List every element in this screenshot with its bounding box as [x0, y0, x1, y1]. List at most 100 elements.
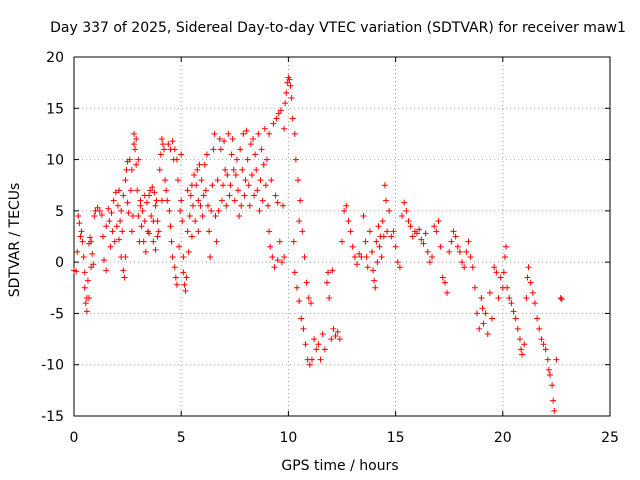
data-point [211, 130, 218, 137]
data-point [154, 233, 161, 240]
plot-frame [73, 56, 611, 417]
data-point [118, 207, 125, 214]
data-point [75, 212, 82, 219]
data-point [345, 218, 352, 225]
data-point [180, 269, 187, 276]
data-point [248, 171, 255, 178]
data-point [110, 197, 117, 204]
data-point [326, 295, 333, 302]
data-point [179, 218, 186, 225]
data-point [519, 351, 526, 358]
data-point [429, 254, 436, 261]
data-point [317, 356, 324, 363]
data-point [106, 218, 113, 225]
data-point [210, 146, 217, 153]
data-point [137, 197, 144, 204]
data-point [129, 212, 136, 219]
data-point [149, 184, 156, 191]
data-point [232, 171, 239, 178]
data-point [341, 207, 348, 214]
data-point [446, 248, 453, 255]
data-point [198, 177, 205, 184]
data-point [484, 330, 491, 337]
data-point [209, 182, 216, 189]
data-point [518, 346, 525, 353]
data-point [374, 259, 381, 266]
data-point [171, 264, 178, 271]
data-point [167, 223, 174, 230]
data-point [79, 238, 86, 245]
data-point [94, 204, 101, 211]
data-point [296, 218, 303, 225]
data-point [133, 136, 140, 143]
data-point [328, 336, 335, 343]
data-point [109, 228, 116, 235]
data-point [439, 274, 446, 281]
data-point [516, 336, 523, 343]
data-point [161, 146, 168, 153]
data-point [369, 248, 376, 255]
data-point [108, 209, 115, 216]
data-point [431, 223, 438, 230]
data-point [181, 281, 188, 288]
data-point [542, 346, 549, 353]
data-point [506, 295, 513, 302]
data-point [116, 187, 123, 194]
data-point [407, 223, 414, 230]
data-point [339, 238, 345, 245]
data-point [128, 166, 135, 173]
data-point [414, 230, 421, 237]
data-point [512, 315, 519, 322]
data-point [158, 197, 165, 204]
data-point [313, 346, 320, 353]
data-point [74, 248, 81, 255]
data-point [482, 310, 489, 317]
data-point [228, 151, 235, 158]
data-point [214, 177, 221, 184]
data-point [229, 136, 236, 143]
data-point [243, 127, 250, 134]
data-point [276, 238, 283, 245]
data-point [151, 189, 158, 196]
data-point [323, 279, 330, 286]
data-point [194, 166, 201, 173]
data-point [321, 346, 328, 353]
data-point [172, 274, 179, 281]
y-tick-label: 20 [46, 50, 64, 66]
data-point [227, 182, 234, 189]
data-point [527, 279, 534, 286]
data-point [73, 268, 80, 275]
data-point [199, 212, 206, 219]
data-point [376, 243, 383, 250]
data-point [82, 300, 89, 307]
x-tick-label: 25 [601, 430, 619, 446]
data-point [297, 197, 304, 204]
data-point [233, 156, 240, 163]
data-point [76, 220, 83, 227]
data-point [154, 218, 161, 225]
data-point [78, 228, 85, 235]
data-point [96, 207, 103, 214]
data-point [420, 240, 427, 247]
data-point [263, 156, 270, 163]
data-point [215, 207, 222, 214]
data-point [236, 212, 243, 219]
data-point [200, 192, 207, 199]
data-point [81, 269, 88, 276]
data-point [480, 320, 487, 327]
data-point [396, 264, 403, 271]
data-point [254, 187, 261, 194]
data-point [163, 187, 170, 194]
data-point [277, 107, 284, 114]
data-point [258, 146, 265, 153]
data-point [291, 269, 298, 276]
data-point [283, 89, 290, 96]
data-point [500, 269, 507, 276]
data-point [270, 120, 277, 127]
data-point [119, 228, 126, 235]
data-point [240, 130, 247, 137]
data-point [86, 295, 93, 302]
data-point [524, 274, 531, 281]
data-point [252, 151, 259, 158]
